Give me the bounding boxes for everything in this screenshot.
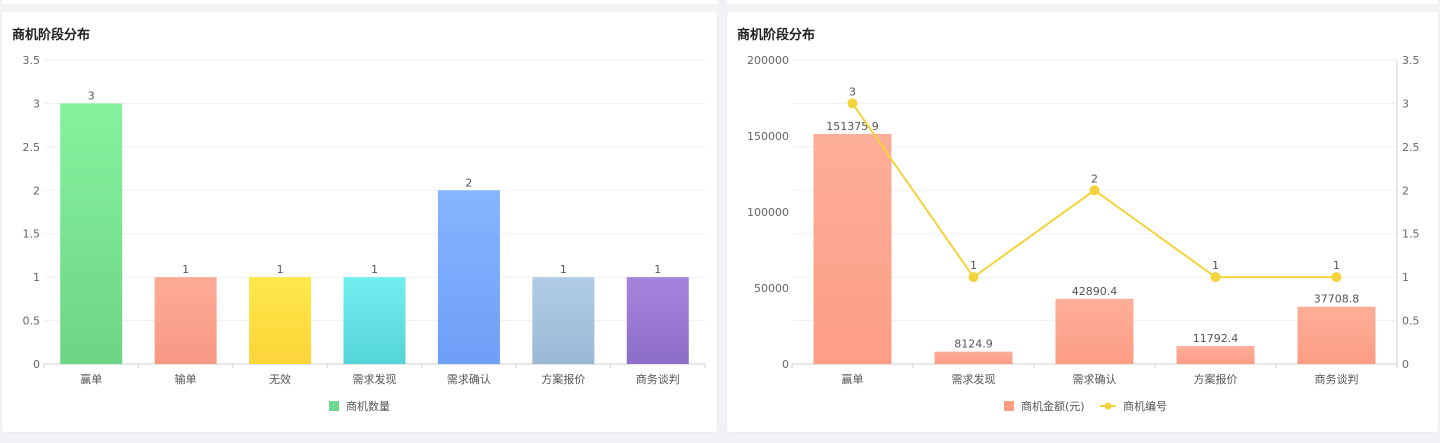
legend-label-bar: 商机金额(元) [1021,399,1085,413]
chart-title: 商机阶段分布 [12,28,91,43]
y-right-tick-label: 1 [1402,271,1409,284]
y-tick-label: 3.5 [23,54,41,67]
line-point[interactable] [1331,272,1342,283]
y-left-tick-label: 150000 [747,130,789,143]
x-tick-label: 输单 [175,372,197,386]
x-tick-label: 需求确认 [1073,373,1117,386]
bar-需求发现[interactable] [934,351,1013,364]
bar-方案报价[interactable] [532,277,595,364]
y-left-tick-label: 0 [782,358,789,371]
line-point[interactable] [1210,272,1221,283]
bar-输单[interactable] [154,277,217,364]
bar-data-label: 8124.9 [954,338,993,351]
line-data-label: 1 [970,259,977,272]
bar-chart-stage-count: 0 0.5 1 1.5 2 2.5 3 3.5 3 赢单 1 输单 1 无效 1 需求发现 2 需求确认 1 方案报价… [23,54,706,413]
x-tick-label: 商务谈判 [1315,372,1359,386]
data-label: 1 [560,263,567,276]
bar-商务谈判[interactable] [626,277,689,364]
chart-card-stage-count: 商机阶段分布 0 0.5 1 1.5 2 2.5 3 3.5 3 赢单 1 输单 1 无效 1 需求发现 2 需求… [2,12,717,432]
y-right-tick-label: 1.5 [1402,228,1420,241]
y-right-tick-label: 2 [1402,184,1409,197]
line-data-label: 3 [849,85,856,98]
x-tick-label: 需求发现 [353,372,397,386]
x-tick-label: 方案报价 [541,372,585,386]
x-tick-label: 无效 [269,372,291,386]
y-tick-label: 1.5 [23,228,41,241]
y-left-tick-label: 100000 [747,206,789,219]
data-label: 3 [88,89,95,102]
data-label: 1 [371,263,378,276]
y-tick-label: 2 [33,184,40,197]
y-tick-label: 0.5 [23,315,41,328]
bar-赢单[interactable] [60,103,123,364]
bar-无效[interactable] [249,277,312,364]
data-label: 1 [277,263,284,276]
y-right-tick-label: 0 [1402,358,1409,371]
line-point[interactable] [1089,185,1100,196]
line-data-label: 1 [1212,259,1219,272]
bar-需求发现[interactable] [343,277,406,364]
y-tick-label: 1 [33,271,40,284]
chart-title: 商机阶段分布 [737,28,816,43]
y-right-tick-label: 3 [1402,97,1409,110]
bar-data-label: 37708.8 [1314,293,1360,306]
bar-方案报价[interactable] [1176,346,1255,364]
y-tick-label: 2.5 [23,141,41,154]
line-point[interactable] [968,272,979,283]
combo-chart-stage-amount: 0 0.5 1 1.5 2 2.5 3 3.5 0 50000 100000 150000 200000… [747,54,1420,413]
legend-swatch-bar[interactable] [1004,401,1014,411]
line-point[interactable] [847,98,858,109]
y-tick-label: 0 [33,358,40,371]
y-left-tick-label: 50000 [754,282,789,295]
data-label: 2 [465,176,472,189]
x-tick-label: 商务谈判 [636,372,680,386]
line-data-label: 2 [1091,172,1098,185]
bar-赢单[interactable] [813,133,892,364]
x-tick-label: 赢单 [80,372,102,386]
legend-label: 商机数量 [346,399,390,413]
y-right-tick-label: 3.5 [1402,54,1420,67]
legend-swatch-line-dot [1104,402,1112,410]
x-tick-label: 赢单 [842,372,864,386]
bar-需求确认[interactable] [1055,298,1134,364]
chart-card-stage-amount: 商机阶段分布 0 0.5 1 1.5 2 2.5 3 3.5 0 50000 100000 15000… [727,12,1438,432]
data-label: 1 [182,263,189,276]
top-card-strip-right [727,0,1438,4]
bar-需求确认[interactable] [437,190,500,364]
bar-data-label: 11792.4 [1193,332,1239,345]
y-right-tick-label: 0.5 [1402,315,1420,328]
data-label: 1 [654,263,661,276]
bar-data-label: 42890.4 [1072,285,1118,298]
line-data-label: 1 [1333,259,1340,272]
legend-swatch[interactable] [329,401,339,411]
top-card-strip-left [2,0,717,4]
y-tick-label: 3 [33,97,40,110]
bar-商务谈判[interactable] [1297,306,1376,364]
x-tick-label: 需求确认 [447,373,491,386]
legend-label-line: 商机编号 [1123,399,1167,413]
y-left-tick-label: 200000 [747,54,789,67]
y-right-tick-label: 2.5 [1402,141,1420,154]
x-tick-label: 需求发现 [952,372,996,386]
x-tick-label: 方案报价 [1194,372,1238,386]
